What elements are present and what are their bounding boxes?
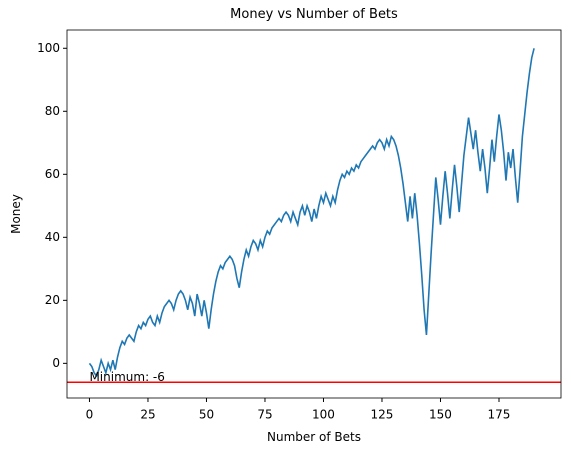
x-axis-label: Number of Bets bbox=[267, 430, 361, 444]
x-tick-label: 125 bbox=[371, 408, 394, 422]
x-tick-label: 75 bbox=[257, 408, 272, 422]
y-tick-label: 0 bbox=[52, 356, 60, 370]
y-tick-label: 60 bbox=[45, 167, 60, 181]
plot-frame bbox=[66, 29, 562, 399]
x-tick-label: 25 bbox=[140, 408, 155, 422]
chart-title: Money vs Number of Bets bbox=[230, 7, 398, 22]
x-tick-label: 175 bbox=[488, 408, 511, 422]
annotation: Minimum: -6 bbox=[89, 370, 164, 384]
y-tick-label: 100 bbox=[37, 41, 60, 55]
y-axis-label: Money bbox=[9, 194, 23, 234]
y-tick-label: 40 bbox=[45, 230, 60, 244]
y-tick-label: 80 bbox=[45, 104, 60, 118]
x-tick-label: 100 bbox=[312, 408, 335, 422]
data-line bbox=[88, 48, 535, 378]
x-tick-label: 50 bbox=[199, 408, 214, 422]
x-tick-label: 0 bbox=[86, 408, 94, 422]
y-tick-label: 20 bbox=[45, 293, 60, 307]
x-tick-label: 150 bbox=[429, 408, 452, 422]
